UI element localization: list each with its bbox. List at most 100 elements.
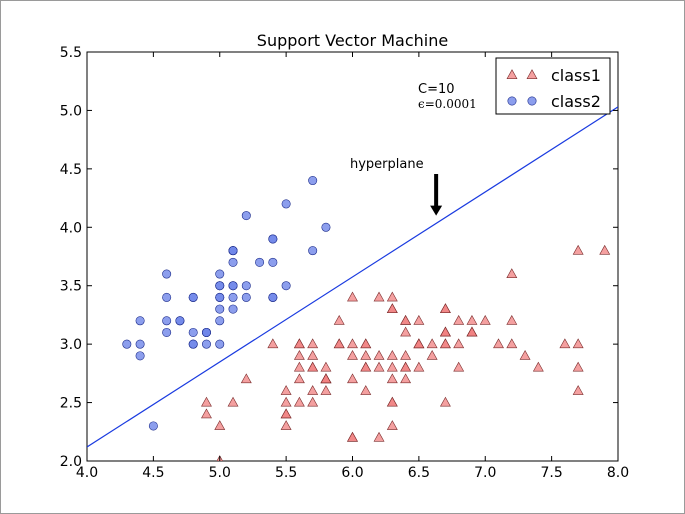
point-class2 (188, 339, 198, 349)
chart-title: Support Vector Machine (257, 31, 448, 50)
point-class1 (413, 338, 425, 349)
point-class2 (308, 246, 318, 256)
point-class2 (201, 327, 211, 337)
point-class1 (400, 373, 412, 384)
point-class2 (241, 292, 251, 302)
point-class1 (439, 303, 451, 314)
point-class2 (162, 269, 172, 279)
legend-label-class1: class1 (551, 66, 601, 85)
point-class1 (426, 338, 438, 349)
point-class1 (506, 268, 518, 278)
point-class1 (453, 361, 465, 372)
point-class1 (347, 291, 358, 302)
y-tick-label: 5.5 (60, 45, 82, 61)
point-class1 (493, 338, 504, 349)
y-tick-label: 4.0 (60, 220, 82, 236)
point-class2 (281, 281, 291, 291)
point-class2 (228, 292, 238, 302)
point-class1 (280, 408, 292, 419)
point-class1 (373, 291, 385, 302)
point-class2 (228, 257, 238, 267)
y-tick-label: 5.0 (60, 103, 82, 119)
point-class2 (148, 421, 158, 431)
point-class1 (400, 314, 412, 325)
point-class1 (400, 350, 412, 360)
point-class1 (572, 338, 584, 349)
point-class1 (267, 338, 279, 349)
point-class2 (135, 339, 145, 349)
point-class1 (201, 408, 212, 419)
point-class1 (373, 431, 385, 442)
x-tick-label: 8.0 (607, 465, 629, 481)
y-tick-label: 3.0 (60, 337, 82, 353)
point-class1 (466, 326, 478, 337)
point-class1 (439, 338, 451, 349)
point-class1 (400, 326, 412, 337)
point-class2 (215, 281, 225, 291)
arrow-head (430, 205, 443, 216)
axes-box (86, 51, 619, 462)
point-class1 (439, 396, 451, 407)
point-class1 (360, 338, 372, 349)
y-tick-label: 2.5 (60, 396, 82, 412)
point-class1 (307, 350, 319, 360)
point-class2 (135, 316, 145, 326)
y-tick-label: 4.5 (60, 162, 82, 178)
point-class1 (333, 314, 345, 325)
x-tick-label: 7.0 (474, 465, 496, 481)
point-class1 (479, 314, 491, 325)
point-class2 (241, 281, 251, 291)
point-class2 (135, 351, 145, 361)
point-class2 (215, 304, 225, 314)
point-class1 (386, 420, 398, 430)
point-class1 (280, 396, 292, 407)
point-class1 (240, 373, 252, 384)
point-class2 (228, 304, 238, 314)
point-class2 (281, 199, 291, 209)
point-class1 (307, 361, 319, 372)
point-class1 (532, 361, 544, 372)
point-class1 (453, 338, 465, 349)
points-layer (122, 176, 611, 461)
legend-marker-class2 (507, 96, 517, 106)
point-class1 (320, 361, 332, 372)
point-class1 (333, 338, 345, 349)
point-class1 (347, 350, 358, 360)
point-class1 (519, 350, 531, 360)
point-class1 (293, 361, 305, 372)
point-class1 (347, 338, 358, 349)
epsilon-label: ϵ=0.0001 (418, 97, 477, 111)
point-class2 (162, 292, 172, 302)
point-class2 (241, 211, 251, 221)
point-class2 (215, 292, 225, 302)
point-class1 (386, 350, 398, 360)
point-class1 (506, 314, 518, 325)
hyperplane-label: hyperplane (350, 157, 424, 172)
legend-marker-class2 (527, 96, 537, 106)
point-class1 (466, 314, 478, 325)
point-class1 (227, 396, 239, 407)
point-class1 (386, 373, 398, 384)
point-class1 (347, 373, 358, 384)
point-class2 (215, 316, 225, 326)
ticks-layer: 4.0 4.5 5.0 5.5 6.0 6.5 7.0 7.5 8.0 2.0 2.5 3.0 3.5 4… (60, 45, 629, 481)
point-class2 (228, 281, 238, 291)
legend: class1 class2 (495, 57, 611, 115)
point-class1 (572, 385, 584, 395)
x-tick-label: 5.0 (209, 465, 231, 481)
hyperplane-line (87, 106, 618, 448)
point-class1 (599, 244, 611, 255)
point-class1 (214, 420, 226, 430)
c-parameter-label: C=10 (418, 82, 455, 97)
point-class2 (188, 292, 198, 302)
x-tick-label: 6.0 (341, 465, 363, 481)
point-class1 (572, 361, 584, 372)
y-tick-label: 2.0 (60, 454, 82, 470)
point-class2 (308, 176, 318, 186)
x-tick-label: 4.5 (142, 465, 164, 481)
point-class1 (439, 326, 451, 337)
x-tick-label: 6.5 (408, 465, 430, 481)
point-class1 (293, 350, 305, 360)
point-class1 (572, 244, 584, 255)
point-class1 (360, 385, 372, 395)
